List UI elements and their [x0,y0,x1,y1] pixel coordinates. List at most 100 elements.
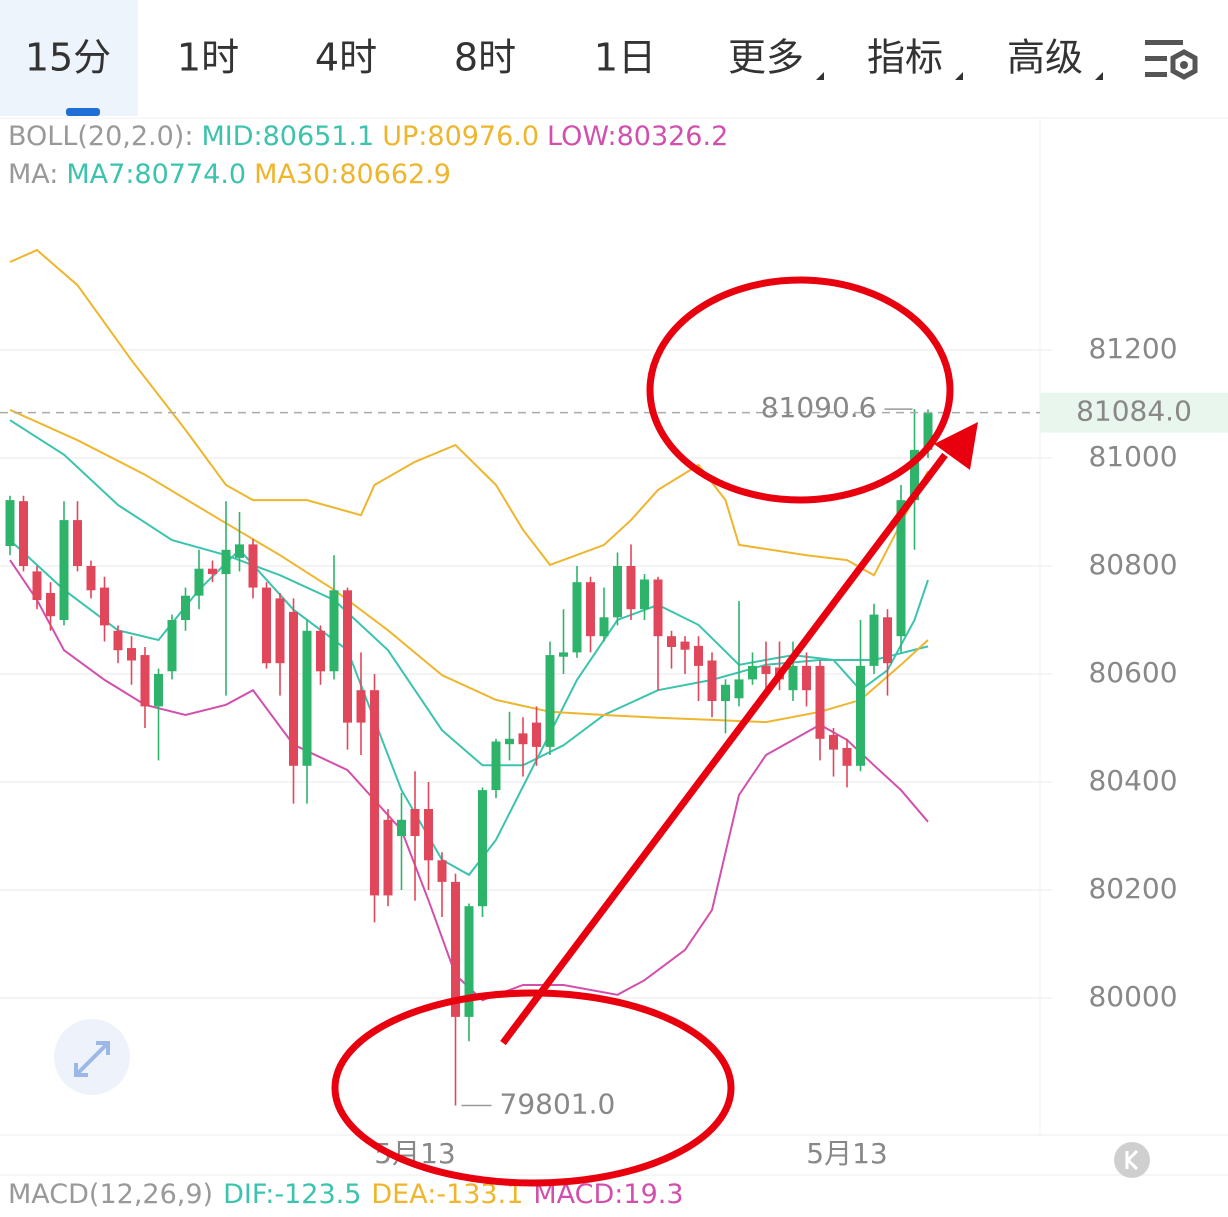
candle-body [302,630,312,766]
last-price-label: 81084.0 [1076,395,1192,428]
boll-items: MID:80651.1 UP:80976.0 LOW:80326.2 [201,121,728,152]
boll-legend: BOLL(20,2.0): MID:80651.1 UP:80976.0 LOW:80… [8,121,728,152]
candle-body [748,665,757,680]
candle-body [734,679,744,699]
annotation [331,276,978,1187]
y-tick-label: 80600 [1088,656,1177,689]
legend-item: MA30:80662.9 [254,159,451,190]
plot: 81084.0 81090.6 79801.0 [0,248,1228,1120]
candle-body [248,544,258,588]
candle-body [505,738,514,745]
candle-body [289,611,298,766]
candle-body [815,665,825,739]
candle-body [329,590,339,672]
candle-body [208,568,217,575]
candle-body [667,636,676,647]
tab[interactable]: 更多 [728,36,804,80]
settings-icon[interactable] [1145,40,1198,80]
candle-body [613,565,622,618]
y-tick-label: 80800 [1088,548,1177,581]
tab[interactable]: 4时 [315,36,377,80]
candle-body [599,617,609,637]
low-label: 79801.0 [500,1087,616,1120]
candle-body [113,630,123,651]
macd-label: MACD(12,26,9) [8,1179,213,1210]
y-tick-label: 80400 [1088,764,1177,797]
macd-legend: MACD(12,26,9) DIF:-123.5 DEA:-133.1 MACD:19… [8,1179,684,1210]
candle-body [397,819,406,836]
ma-legend: MA: MA7:80774.0 MA30:80662.9 [8,159,451,190]
icon-bar [1145,56,1167,61]
candle-body [370,690,379,896]
tab-selected-bg [0,0,138,116]
candle-body [842,747,852,766]
candle-body [694,645,703,666]
icon-bar [1145,40,1183,45]
candle-body [761,665,771,674]
candle-body [923,412,933,450]
candle-body [275,598,285,664]
candle-body [680,641,690,650]
tab[interactable]: 高级 [1007,36,1083,80]
x-tick-label: 5月13 [806,1137,887,1170]
arrow-shaft [500,452,948,1046]
k-glyph [1125,1149,1139,1171]
tab-bar: 15分 1时 4时 8时 1日 更多 指标 高级 [25,36,1103,80]
tab[interactable]: 指标 [867,36,943,80]
candle-body [883,617,892,664]
tab[interactable]: 1日 [594,36,656,80]
arrow-head [934,422,978,470]
candle-body [5,500,15,547]
candle-body [167,619,177,672]
candle-body [100,587,109,626]
tab[interactable]: 15分 [25,36,111,80]
candle-body [869,614,879,666]
expand-arrow [74,1041,110,1077]
candle-body [707,660,717,701]
candle-body [896,500,906,637]
k-bg [1114,1142,1150,1178]
candle-body [491,741,501,791]
candle-body [532,722,541,747]
indicator-line [9,248,929,577]
candle-body [262,587,271,664]
high-label: 81090.6 [761,391,877,424]
candle-body [19,501,28,566]
candle-body [572,582,582,653]
candle-body [127,648,136,661]
tab[interactable]: 8时 [454,36,516,80]
ma-label: MA: [8,159,58,190]
candle-body [343,590,352,723]
y-tick-label: 80200 [1088,872,1177,905]
macd-dif: DIF:-123.5 [223,1179,361,1210]
candle-body [910,449,919,501]
candle-body [59,520,69,620]
tab[interactable]: 1时 [177,36,239,80]
candle-body [356,690,366,723]
ma-items: MA7:80774.0 MA30:80662.9 [66,159,451,190]
candle-body [802,665,811,691]
boll-label: BOLL(20,2.0): [8,121,193,152]
candle-body [586,582,595,637]
candle-body [73,520,82,566]
dropdown-caret [1095,72,1103,80]
indicator-line [9,408,929,724]
candle-body [316,630,325,672]
expand-button[interactable] [54,1019,130,1095]
candle-body [653,579,663,637]
indicator-line [9,539,929,877]
candle-body [194,568,204,596]
legend-item: UP:80976.0 [382,121,539,152]
k-button[interactable] [1114,1142,1150,1178]
candle-body [46,592,55,617]
legend-item: MID:80651.1 [201,121,374,152]
dropdown-caret [955,72,963,80]
candle-body [140,655,150,707]
candle-body [829,735,838,750]
icon-dot [1180,61,1188,69]
last-price-bg [1040,392,1228,433]
candle-body [235,544,244,558]
dropdown-caret [816,72,824,80]
icon-bar [1145,72,1167,77]
